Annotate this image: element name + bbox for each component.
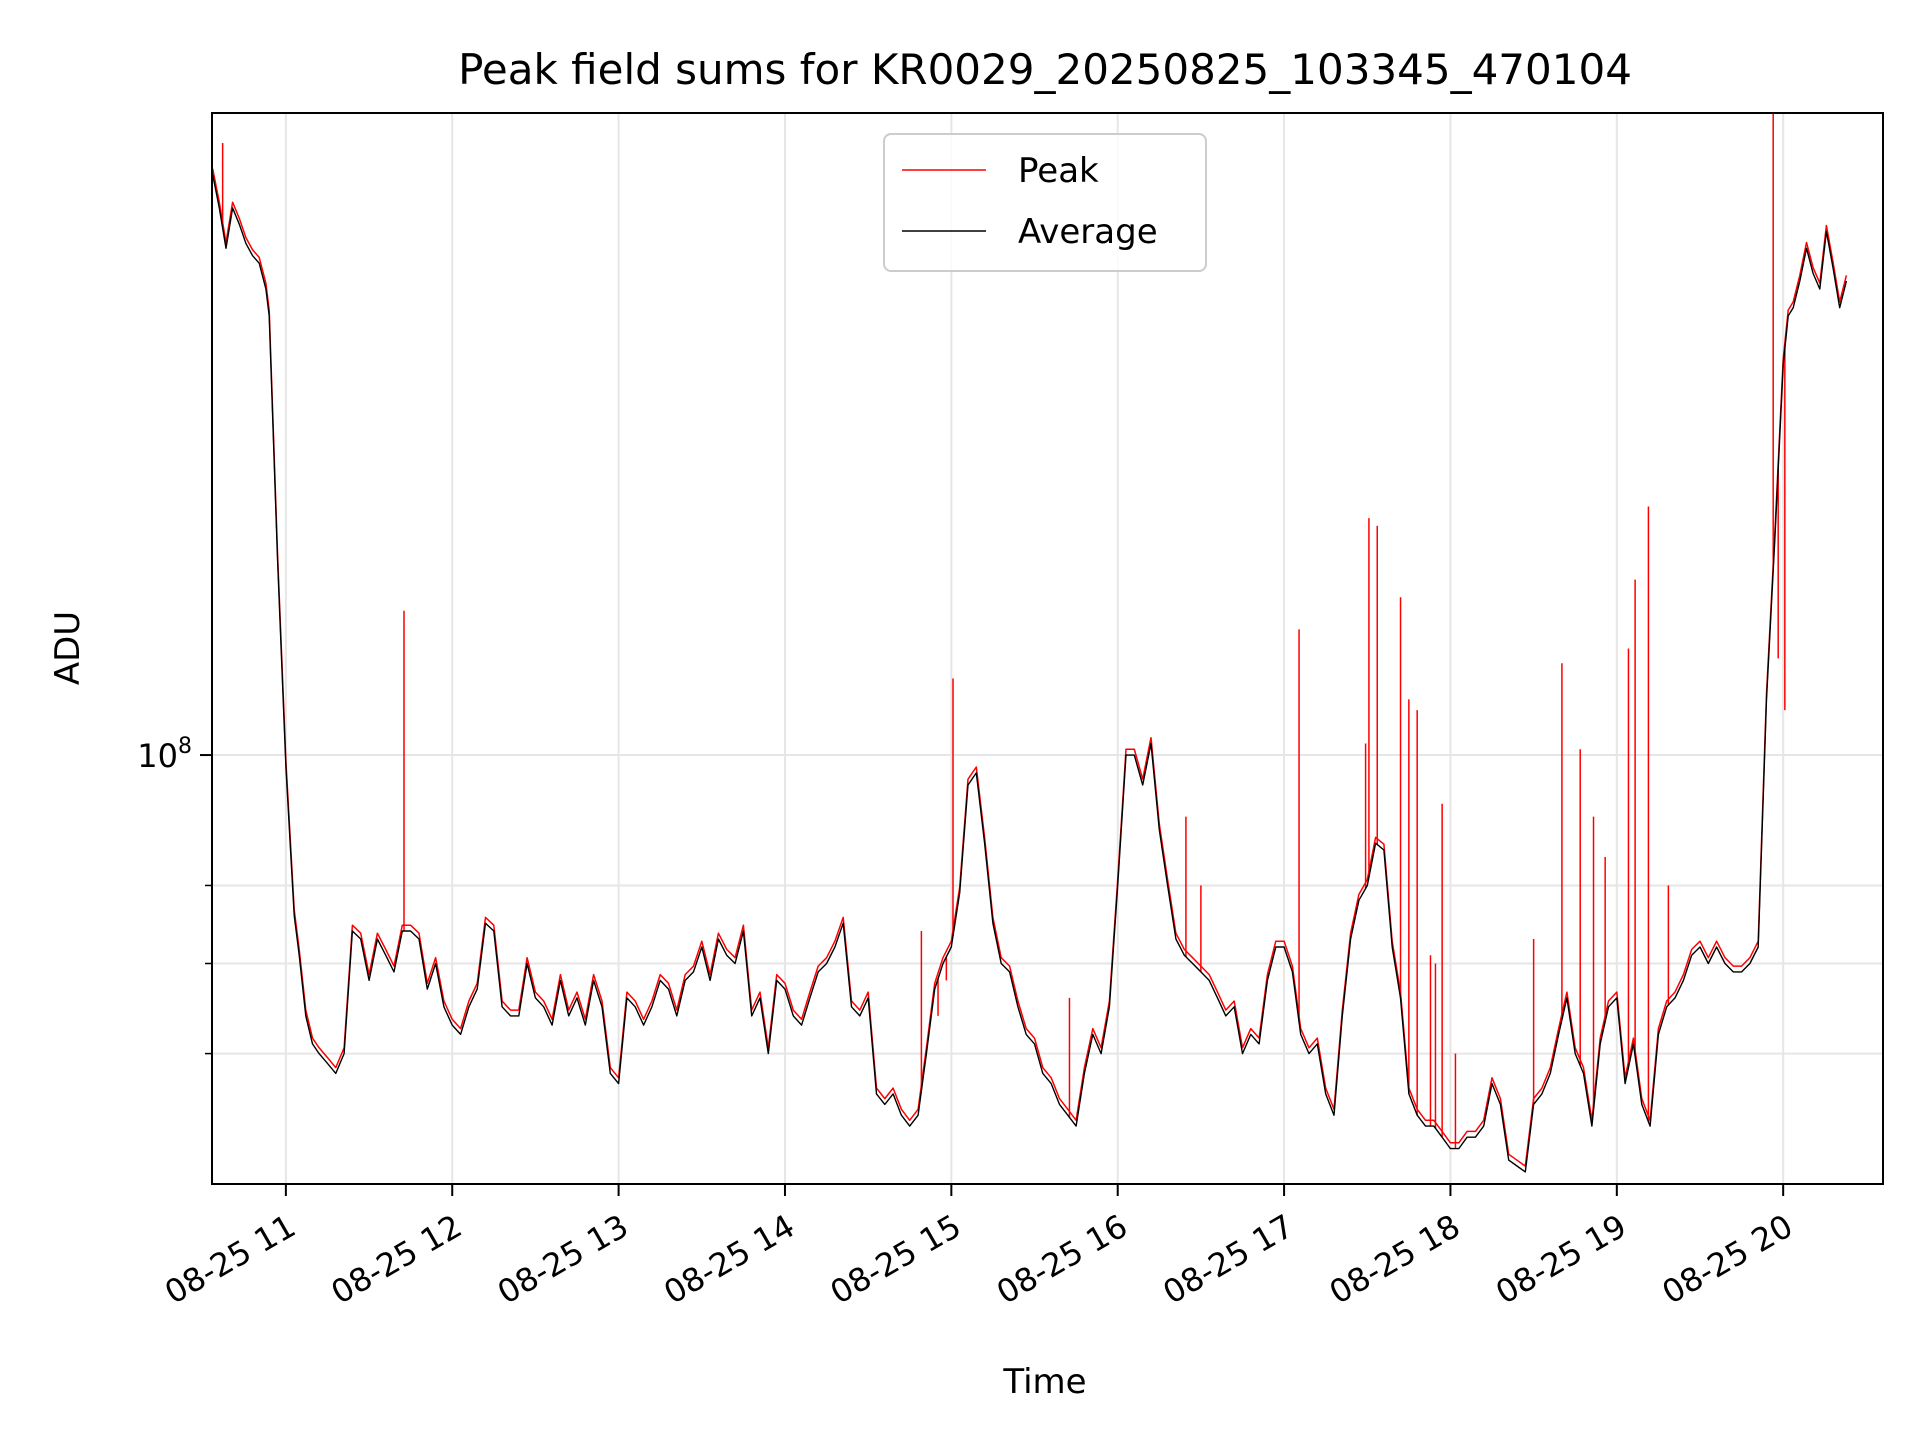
x-axis-label: Time (1002, 1362, 1086, 1402)
legend: Peak Average (883, 133, 1207, 272)
legend-average-label: Average (1018, 212, 1158, 252)
legend-peak-label: Peak (1018, 151, 1099, 191)
plot-area-frame (211, 112, 1884, 1185)
peak-spikes (221, 113, 1786, 1149)
grid-layer (212, 113, 1883, 1184)
peak-series-line (211, 168, 1848, 1167)
series-layer (211, 113, 1848, 1173)
chart-title: Peak field sums for KR0029_20250825_1033… (458, 45, 1632, 94)
legend-box (883, 133, 1207, 272)
average-series-line (212, 174, 1848, 1173)
y-axis-label: ADU (48, 611, 88, 685)
y-tick-label: 108 (137, 734, 192, 775)
